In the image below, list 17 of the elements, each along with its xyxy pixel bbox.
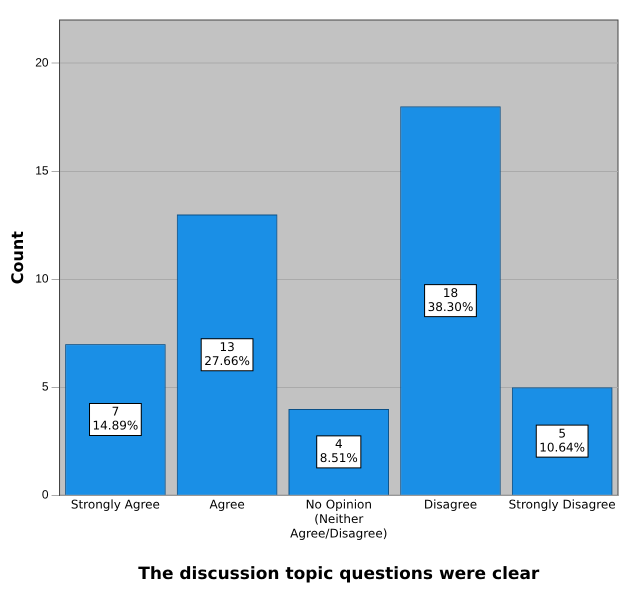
- data-label: 7 14.89%: [92, 404, 138, 433]
- x-tick-label: Disagree: [424, 498, 478, 512]
- x-axis-title: The discussion topic questions were clear: [138, 564, 540, 584]
- y-tick-label: 10: [35, 272, 49, 286]
- data-label: 4 8.51%: [320, 437, 358, 466]
- y-tick-label: 20: [35, 56, 49, 70]
- y-tick-label: 0: [42, 488, 49, 502]
- y-axis-title: Count: [8, 230, 27, 284]
- x-tick-label: Strongly Disagree: [508, 498, 616, 512]
- data-label: 13 27.66%: [204, 340, 250, 368]
- y-tick-label: 15: [35, 164, 49, 178]
- data-label: 18 38.30%: [428, 286, 474, 314]
- x-tick-label: Strongly Agree: [70, 498, 160, 512]
- x-tick-label: Agree: [209, 498, 245, 512]
- x-tick-label: No Opinion (Neither Agree/Disagree): [290, 498, 388, 541]
- y-tick-label: 5: [42, 380, 49, 394]
- data-label: 5 10.64%: [539, 426, 586, 454]
